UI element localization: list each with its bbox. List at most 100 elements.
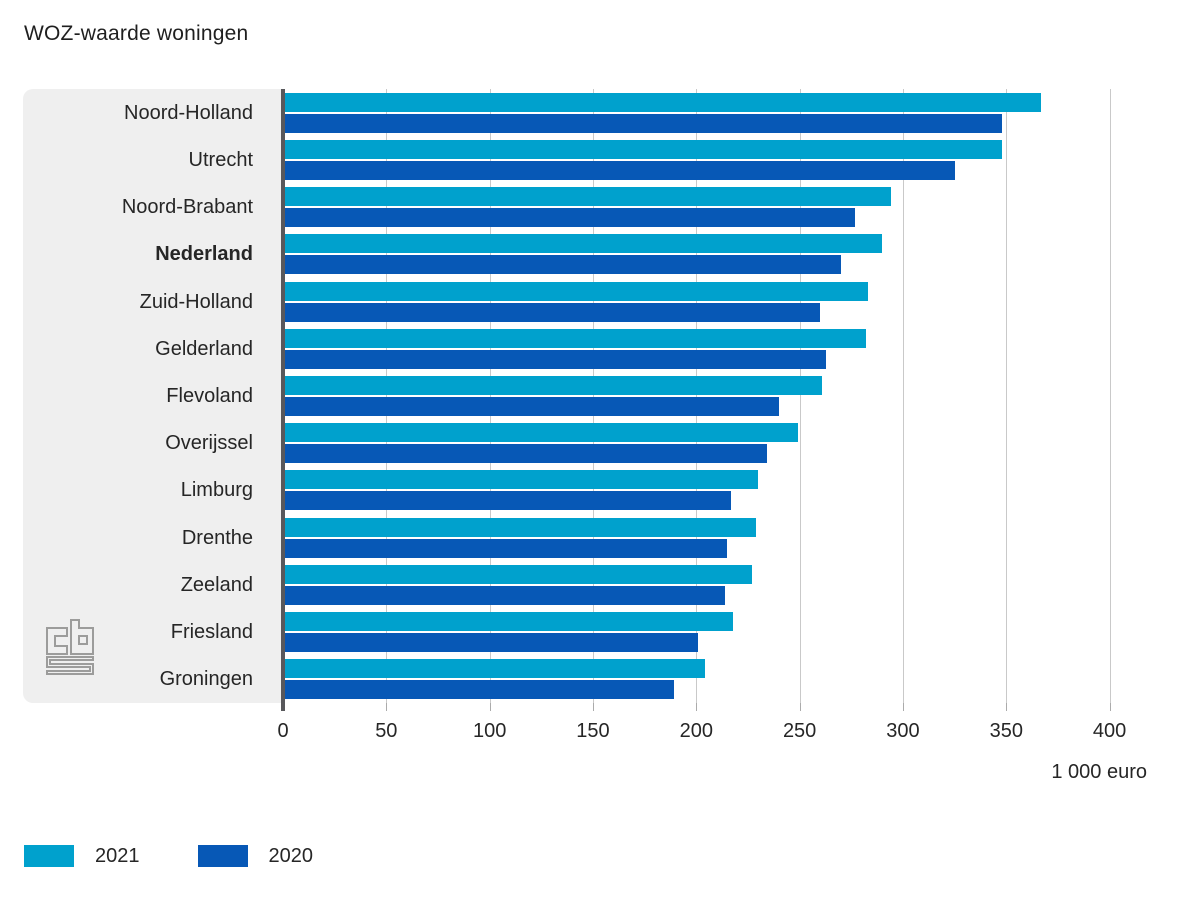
bar-group	[285, 467, 1200, 514]
x-tick-label: 350	[989, 720, 1023, 742]
bar-2021	[285, 234, 882, 254]
category-label: Flevoland	[166, 385, 253, 408]
bar-group	[285, 136, 1200, 183]
bar-2020	[285, 585, 725, 605]
legend-swatch-2021	[24, 845, 74, 867]
bar-2020	[285, 160, 955, 180]
x-tick-label: 100	[472, 720, 507, 742]
bar-2021	[285, 612, 733, 632]
chart-row: Zeeland	[0, 561, 1200, 608]
bar-2021	[285, 423, 798, 443]
axis-tick	[386, 703, 388, 711]
category-label: Zeeland	[180, 573, 253, 596]
category-label: Groningen	[159, 668, 253, 691]
axis-tick	[902, 703, 904, 711]
x-tick-label: 250	[782, 720, 817, 742]
category-label: Friesland	[170, 621, 253, 644]
x-tick-label: 200	[679, 720, 713, 742]
chart-title: WOZ-waarde woningen	[24, 22, 249, 45]
chart-row: Zuid-Holland	[0, 278, 1200, 325]
bar-2021	[285, 517, 756, 537]
bar-group	[285, 609, 1200, 656]
bar-group	[285, 278, 1200, 325]
gridline	[1109, 89, 1111, 703]
gridline	[799, 89, 801, 703]
bar-2020	[285, 444, 767, 464]
plot-area	[283, 89, 1151, 703]
axis-tick	[1006, 703, 1008, 711]
gridline	[386, 89, 388, 703]
gridline	[902, 89, 904, 703]
x-tick-label: 50	[375, 720, 398, 742]
category-label: Overijssel	[165, 432, 253, 455]
x-tick-label: 300	[886, 720, 920, 742]
bar-group	[285, 561, 1200, 608]
axis-tick	[592, 703, 594, 711]
bar-2020	[285, 302, 820, 322]
category-label: Zuid-Holland	[139, 290, 253, 313]
axis-tick	[489, 703, 491, 711]
chart-row: Utrecht	[0, 136, 1200, 183]
bar-group	[285, 89, 1200, 136]
chart-row: Friesland	[0, 609, 1200, 656]
chart-row: Flevoland	[0, 372, 1200, 419]
bar-2021	[285, 659, 705, 679]
legend-label-2020: 2020	[268, 845, 314, 867]
axis-tick	[696, 703, 698, 711]
category-label: Gelderland	[155, 337, 253, 360]
cbs-logo-letter-b	[70, 619, 94, 655]
chart-row: Groningen	[0, 656, 1200, 703]
legend-item-2021: 2021	[24, 845, 140, 867]
chart-row: Drenthe	[0, 514, 1200, 561]
chart-row: Limburg	[0, 467, 1200, 514]
category-label: Utrecht	[188, 148, 253, 171]
bar-chart: Noord-Holland Utrecht Noord-Brabant Nederla…	[0, 89, 1200, 749]
legend-swatch-2020	[197, 845, 248, 867]
cbs-logo-letter-c	[46, 627, 68, 655]
bar-2020	[285, 633, 698, 653]
category-label: Noord-Brabant	[121, 196, 253, 219]
bar-2020	[285, 397, 779, 417]
chart-row: Gelderland	[0, 325, 1200, 372]
gridline	[1006, 89, 1008, 703]
bar-2021	[285, 376, 822, 396]
x-tick-label: 400	[1092, 720, 1127, 742]
bar-2020	[285, 208, 855, 228]
cbs-logo-letter-b-counter	[78, 635, 88, 645]
gridline	[592, 89, 594, 703]
x-tick-label: 0	[277, 720, 289, 742]
bar-group	[285, 231, 1200, 278]
chart-row: Noord-Holland	[0, 89, 1200, 136]
bar-group	[285, 325, 1200, 372]
bar-2021	[285, 470, 758, 490]
axis-tick	[799, 703, 801, 711]
category-label: Drenthe	[181, 526, 253, 549]
bar-group	[285, 420, 1200, 467]
bar-group	[285, 183, 1200, 230]
chart-row: Overijssel	[0, 420, 1200, 467]
x-axis-labels: 0 50 100 150 200 250 300 350 400	[0, 718, 1200, 744]
bar-2020	[285, 113, 1002, 133]
category-label: Noord-Holland	[124, 101, 253, 124]
bar-2021	[285, 92, 1041, 112]
bar-group	[285, 656, 1200, 703]
bar-2020	[285, 538, 727, 558]
cbs-logo	[46, 619, 94, 675]
category-label: Limburg	[180, 479, 253, 502]
legend: 2021 2020	[24, 845, 371, 867]
y-axis-line	[281, 89, 285, 711]
bar-2021	[285, 139, 1002, 159]
chart-row: Nederland	[0, 231, 1200, 278]
cbs-logo-letter-s	[46, 656, 94, 675]
bar-group	[285, 372, 1200, 419]
chart-rows: Noord-Holland Utrecht Noord-Brabant Nederla…	[0, 89, 1200, 703]
axis-unit-label: 1 000 euro	[1051, 761, 1147, 783]
legend-item-2020: 2020	[197, 845, 314, 867]
bar-2020	[285, 680, 674, 700]
bar-group	[285, 514, 1200, 561]
bar-2021	[285, 187, 891, 207]
bar-2021	[285, 328, 866, 348]
category-panel	[23, 89, 281, 703]
bar-2020	[285, 491, 731, 511]
bar-2021	[285, 564, 752, 584]
